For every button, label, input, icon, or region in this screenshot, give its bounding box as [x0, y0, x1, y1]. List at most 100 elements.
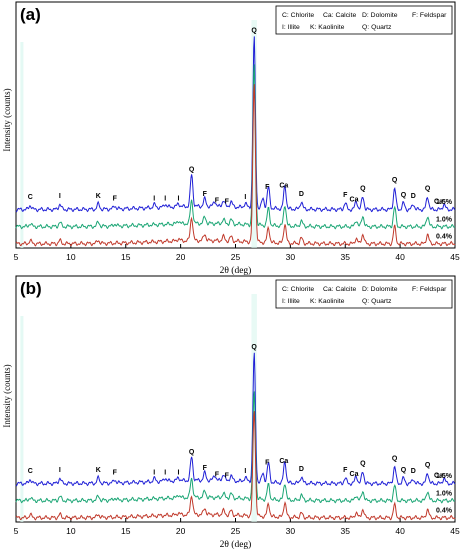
peak-annotation: I — [59, 193, 61, 200]
x-tick-label: 25 — [231, 252, 241, 262]
peak-annotation: F — [265, 459, 270, 466]
legend-entry: Ca: Calcite — [323, 12, 356, 19]
peak-annotation: D — [299, 191, 304, 198]
peak-annotation: Q — [425, 186, 431, 193]
peak-annotation: Q — [360, 186, 366, 193]
peak-annotation: C — [28, 194, 33, 201]
legend-entry: Ca: Calcite — [323, 286, 356, 293]
peak-annotation: Ca — [434, 472, 443, 479]
series-label: 0.4% — [436, 507, 453, 514]
x-axis-label: 2θ (deg) — [220, 265, 252, 276]
legend-entry: Q: Quartz — [362, 24, 392, 31]
peak-annotation: I — [164, 195, 166, 202]
x-tick-label: 35 — [341, 526, 351, 536]
legend-entry: F: Feldspar — [412, 12, 447, 19]
peak-annotation: F — [215, 471, 220, 478]
series-label: 1.0% — [436, 490, 453, 497]
legend-entry: D: Dolomite — [362, 286, 398, 293]
x-tick-label: 45 — [450, 252, 460, 262]
x-tick-label: 10 — [66, 252, 76, 262]
legend-entry: I: Illite — [282, 24, 300, 31]
peak-annotation: I — [244, 468, 246, 475]
peak-annotation: F — [343, 467, 348, 474]
peak-annotation: I — [164, 469, 166, 476]
series-label: 1.0% — [436, 216, 453, 223]
peak-annotation: C — [28, 468, 33, 475]
peak-annotation: Q — [425, 462, 431, 469]
panel-label: (a) — [20, 5, 41, 24]
peak-annotation: F — [203, 191, 208, 198]
legend-entry: C: Chlorite — [282, 286, 314, 293]
x-tick-label: 15 — [121, 252, 131, 262]
peak-annotation: Q — [189, 166, 195, 173]
legend-entry: C: Chlorite — [282, 12, 314, 19]
x-tick-label: 15 — [121, 526, 131, 536]
series-line-1-0pct — [15, 64, 456, 230]
series-label: 1.5% — [436, 199, 453, 206]
peak-annotation: F — [203, 465, 208, 472]
peak-annotation: I — [244, 194, 246, 201]
peak-annotation: Q — [360, 461, 366, 468]
x-tick-label: 20 — [176, 526, 186, 536]
legend-entry: D: Dolomite — [362, 12, 398, 19]
highlight-band — [20, 316, 24, 522]
peak-annotation: F — [225, 198, 230, 205]
peak-annotation: D — [411, 193, 416, 200]
peak-annotation: Ca — [279, 183, 288, 190]
highlight-band — [20, 42, 24, 248]
plot-frame — [15, 1, 456, 249]
legend-entry: F: Feldspar — [412, 286, 447, 293]
peak-annotation: F — [215, 197, 220, 204]
plot-frame — [15, 275, 456, 523]
series-line-0-4pct — [15, 411, 456, 521]
peak-annotation: K — [96, 193, 101, 200]
peak-annotation: Q — [189, 449, 195, 456]
x-tick-label: 40 — [395, 252, 405, 262]
x-tick-label: 20 — [176, 252, 186, 262]
y-axis-label: Intensity (counts) — [2, 88, 12, 151]
peak-annotation: D — [299, 466, 304, 473]
peak-annotation: Q — [392, 455, 398, 462]
peak-annotation: F — [113, 469, 118, 476]
peak-annotation: Q — [401, 192, 407, 199]
series-label: 1.5% — [436, 473, 453, 480]
peak-annotation: F — [225, 472, 230, 479]
peak-annotation: I — [153, 469, 155, 476]
peak-annotation: Ca — [350, 197, 359, 204]
series-line-1-0pct — [15, 391, 456, 504]
peak-annotation: I — [177, 195, 179, 202]
peak-annotation: Ca — [279, 458, 288, 465]
legend-frame — [275, 5, 453, 35]
x-tick-label: 25 — [231, 526, 241, 536]
peak-annotation: K — [96, 467, 101, 474]
peak-annotation: F — [343, 192, 348, 199]
peak-annotation: Q — [251, 344, 257, 351]
legend-box: C: Chlorite Ca: Calcite D: Dolomite F: Feld… — [275, 279, 453, 309]
highlight-band — [251, 20, 257, 248]
peak-annotation: I — [59, 467, 61, 474]
legend-box: C: Chlorite Ca: Calcite D: Dolomite F: Feld… — [275, 5, 453, 35]
x-tick-label: 40 — [395, 526, 405, 536]
peak-annotation: D — [411, 468, 416, 475]
y-axis-label: Intensity (counts) — [2, 364, 12, 427]
legend-entry: I: Illite — [282, 298, 300, 305]
peak-annotation: Ca — [350, 471, 359, 478]
series-line-1-5pct — [15, 352, 456, 487]
peak-annotation: F — [113, 195, 118, 202]
peak-annotation: Ca — [434, 198, 443, 205]
peak-annotation: I — [177, 469, 179, 476]
highlight-band — [251, 294, 257, 522]
x-tick-label: 30 — [286, 252, 296, 262]
series-line-1-5pct — [15, 36, 456, 213]
series-line-0-4pct — [15, 84, 456, 247]
chart-panel-b: 5 10 15 20 25 30 35 40 45 2θ (deg) Intensity (coun… — [2, 275, 460, 550]
x-tick-label: 30 — [286, 526, 296, 536]
x-axis-label: 2θ (deg) — [220, 539, 252, 550]
legend-entry: K: Kaolinite — [310, 24, 345, 31]
legend-entry: Q: Quartz — [362, 298, 392, 305]
peak-annotation: I — [153, 195, 155, 202]
peak-annotation: Q — [401, 467, 407, 474]
peak-annotation: Q — [392, 177, 398, 184]
x-tick-label: 35 — [341, 252, 351, 262]
